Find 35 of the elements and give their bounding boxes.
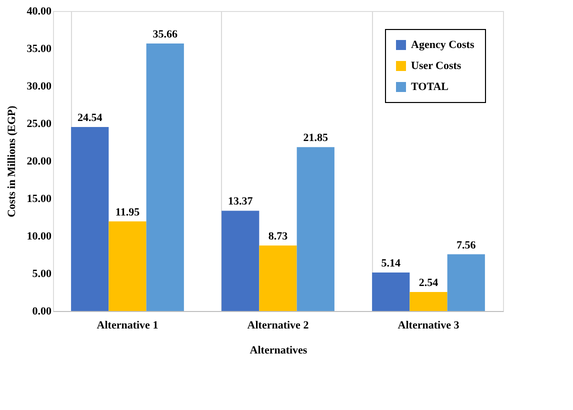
x-tick-label: Alternative 2 [247, 320, 310, 332]
x-tick-label: Alternative 3 [398, 320, 460, 332]
bar [447, 254, 485, 311]
bar [410, 292, 448, 311]
bar [71, 126, 109, 311]
y-tick-label: 0.00 [32, 306, 52, 318]
data-label: 8.73 [268, 230, 288, 243]
data-label: 35.66 [152, 28, 178, 41]
legend-label: TOTAL [411, 81, 448, 93]
bar [296, 147, 334, 311]
y-tick-label: 40.00 [26, 6, 52, 18]
legend-label: Agency Costs [411, 39, 475, 51]
legend-label: User Costs [411, 60, 462, 72]
data-label: 21.85 [303, 132, 328, 144]
data-label: 5.14 [381, 257, 401, 270]
y-axis-title: Costs in Millions (EGP) [6, 105, 18, 218]
y-tick-label: 35.00 [26, 43, 52, 55]
y-tick-label: 25.00 [26, 118, 52, 130]
bar [259, 246, 297, 311]
bar [372, 272, 410, 311]
y-tick-label: 15.00 [26, 193, 52, 205]
y-tick-label: 30.00 [26, 80, 52, 92]
y-tick-label: 10.00 [26, 230, 52, 242]
bar [146, 44, 184, 311]
data-label: 13.37 [228, 196, 254, 208]
bar [222, 210, 260, 311]
data-label: 7.56 [456, 239, 476, 252]
data-label: 11.95 [115, 206, 140, 218]
bar [108, 221, 146, 311]
data-label: 2.54 [418, 276, 439, 289]
data-label: 24.54 [78, 112, 103, 124]
x-tick-label: Alternative 1 [96, 320, 158, 332]
y-tick-label: 20.00 [26, 156, 52, 168]
x-axis-title: Alternatives [250, 344, 308, 356]
y-tick-label: 5.00 [32, 268, 52, 280]
